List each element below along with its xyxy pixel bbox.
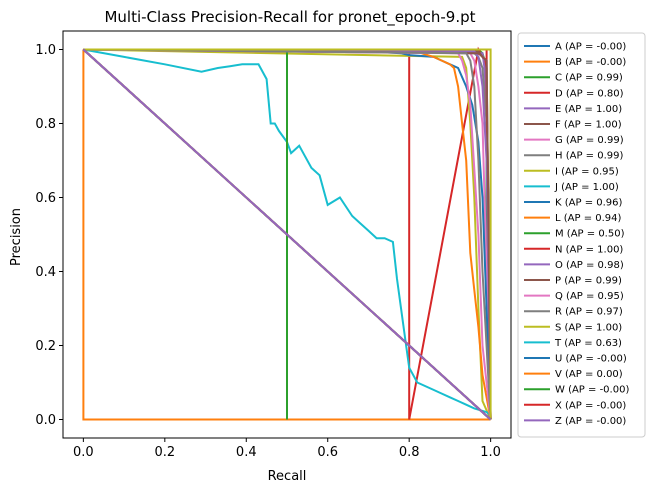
- series-line-12: [83, 48, 492, 420]
- series-line-18: [83, 48, 492, 420]
- x-tick-label: 0.8: [399, 445, 420, 460]
- legend-label: N (AP = 1.00): [555, 244, 623, 255]
- legend-label: Q (AP = 0.95): [555, 291, 624, 302]
- legend-label: X (AP = -0.00): [555, 400, 626, 411]
- legend-label: O (AP = 0.98): [555, 260, 624, 271]
- x-tick-label: 0.2: [154, 445, 175, 460]
- x-tick-label: 0.0: [73, 445, 94, 460]
- x-tick-label: 0.4: [236, 445, 257, 460]
- legend-label: S (AP = 1.00): [555, 322, 622, 333]
- legend-label: A (AP = -0.00): [555, 42, 626, 53]
- legend-label: G (AP = 0.99): [555, 135, 624, 146]
- x-axis-ticks: 0.0 0.2 0.4 0.6 0.8 1.0: [73, 438, 501, 460]
- y-axis-label: Precision: [9, 208, 24, 266]
- series-line-17: [83, 48, 492, 420]
- legend-frame: [517, 32, 646, 438]
- y-tick-label: 1.0: [35, 43, 56, 58]
- y-tick-label: 0.4: [35, 265, 56, 280]
- y-axis-ticks: 0.0 0.2 0.4 0.6 0.8 1.0: [35, 43, 63, 428]
- legend-label: U (AP = -0.00): [555, 354, 627, 365]
- legend-label: B (AP = -0.00): [555, 57, 626, 68]
- chart-title: Multi-Class Precision-Recall for pronet_…: [104, 8, 475, 27]
- legend-label: M (AP = 0.50): [555, 229, 625, 240]
- axes-frame: [62, 30, 512, 439]
- legend-label: P (AP = 0.99): [555, 276, 622, 287]
- legend-label: K (AP = 0.96): [555, 198, 623, 209]
- legend-label: R (AP = 0.97): [555, 307, 623, 318]
- legend-label: H (AP = 0.99): [555, 151, 623, 162]
- legend-label: W (AP = -0.00): [555, 385, 629, 396]
- x-tick-label: 1.0: [480, 445, 501, 460]
- x-tick-label: 0.6: [317, 445, 338, 460]
- series-line-25: [82, 48, 492, 421]
- series-line-13: [83, 48, 288, 420]
- x-axis-label: Recall: [268, 469, 307, 484]
- legend-label: L (AP = 0.94): [555, 213, 622, 224]
- legend: A (AP = -0.00) B (AP = -0.00) C (AP = 0.99…: [517, 32, 646, 438]
- legend-label: Z (AP = -0.00): [555, 416, 626, 427]
- legend-label: E (AP = 1.00): [555, 104, 622, 115]
- series-line-9: [83, 48, 492, 420]
- series-line-19: [83, 48, 492, 420]
- plot-area: [82, 46, 492, 421]
- legend-label: V (AP = 0.00): [555, 369, 623, 380]
- legend-label: C (AP = 0.99): [555, 73, 623, 84]
- y-tick-label: 0.2: [35, 339, 56, 354]
- legend-label: J (AP = 1.00): [554, 182, 619, 193]
- series-line-10: [83, 48, 492, 417]
- series-line-2: [82, 49, 491, 421]
- legend-label: F (AP = 1.00): [555, 120, 622, 131]
- y-tick-label: 0.0: [35, 413, 56, 428]
- legend-label: D (AP = 0.80): [555, 88, 624, 99]
- legend-label: T (AP = 0.63): [554, 338, 622, 349]
- y-tick-label: 0.6: [35, 191, 56, 206]
- y-tick-label: 0.8: [35, 117, 56, 132]
- legend-label: I (AP = 0.95): [555, 166, 619, 177]
